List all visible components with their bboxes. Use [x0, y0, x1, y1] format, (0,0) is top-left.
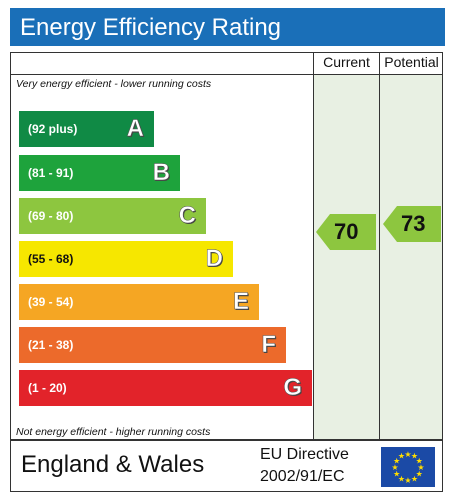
eu-star-icon: ★: [398, 474, 405, 483]
eu-star-icon: ★: [416, 457, 423, 466]
header-divider: [10, 74, 443, 75]
page-title: Energy Efficiency Rating: [20, 14, 282, 41]
band-range: (55 - 68): [28, 252, 74, 266]
column-divider-potential: [379, 52, 380, 440]
eu-star-icon: ★: [416, 470, 423, 479]
eu-star-icon: ★: [411, 452, 418, 461]
band-range: (69 - 80): [28, 209, 74, 223]
band-range: (92 plus): [28, 122, 78, 136]
eu-star-icon: ★: [404, 450, 411, 459]
rating-chart-frame: [10, 52, 443, 440]
band-range: (39 - 54): [28, 295, 74, 309]
top-note: Very energy efficient - lower running co…: [16, 78, 212, 90]
eu-star-icon: ★: [411, 474, 418, 483]
potential-rating-arrow: 73: [383, 206, 441, 242]
eu-star-icon: ★: [393, 457, 400, 466]
eu-star-icon: ★: [398, 452, 405, 461]
directive-label: EU Directive: [260, 446, 349, 463]
band-b: (81 - 91) B: [19, 155, 180, 191]
band-letter: C: [178, 202, 196, 230]
potential-rating-value: 73: [401, 211, 426, 236]
arrow-shape: [383, 206, 441, 242]
eu-star-icon: ★: [417, 463, 424, 472]
potential-column-bg: [380, 75, 442, 439]
directive-number: 2002/91/EC: [260, 468, 345, 485]
current-rating-arrow: 70: [316, 214, 376, 250]
region-label: England & Wales: [21, 451, 205, 478]
band-range: (81 - 91): [28, 166, 74, 180]
band-range: (21 - 38): [28, 338, 74, 352]
footer: England & Wales EU Directive 2002/91/EC …: [10, 440, 443, 492]
current-column-header: Current: [323, 54, 370, 70]
eu-star-icon: ★: [391, 463, 398, 472]
eu-stars-icon: ★★★★★★★★★ ★ ★★: [391, 450, 424, 485]
band-d: (55 - 68) D: [19, 241, 233, 277]
band-range: (1 - 20): [28, 381, 67, 395]
bottom-note: Not energy efficient - higher running co…: [16, 426, 211, 438]
eu-star-icon: ★: [404, 476, 411, 485]
eu-flag-icon: ★ ★ ★ ★ ★ ★ ★ ★ ★ ★ ★ ★: [381, 447, 435, 487]
band-letter: E: [232, 288, 250, 316]
band-f: (21 - 38) F: [19, 327, 286, 363]
band-letter: F: [261, 331, 276, 359]
band-letter: B: [152, 159, 170, 187]
column-divider-current: [313, 52, 314, 440]
band-a: (92 plus) A: [19, 111, 154, 147]
potential-column-header: Potential: [384, 54, 439, 70]
arrow-shape: [316, 214, 376, 250]
title-bar: Energy Efficiency Rating: [10, 8, 445, 46]
band-letter: D: [205, 245, 223, 273]
band-letter: A: [126, 115, 144, 143]
eu-star-icon: ★: [393, 470, 400, 479]
band-e: (39 - 54) E: [19, 284, 259, 320]
current-rating-value: 70: [334, 219, 359, 244]
band-c: (69 - 80) C: [19, 198, 206, 234]
band-letter: G: [283, 374, 302, 402]
current-column-bg: [314, 75, 379, 439]
band-g: (1 - 20) G: [19, 370, 312, 406]
